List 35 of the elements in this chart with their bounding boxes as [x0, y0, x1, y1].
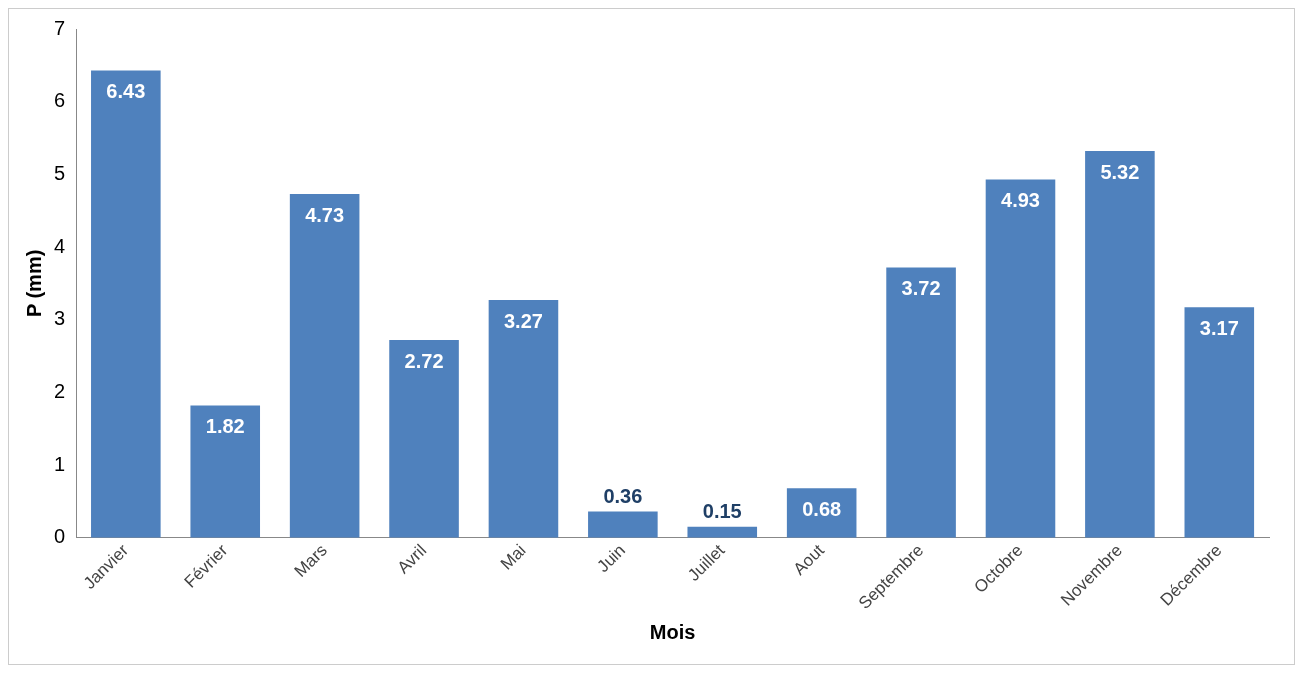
y-tick-label: 6: [54, 89, 66, 112]
data-label: 0.15: [702, 500, 742, 523]
data-label: 3.17: [1199, 316, 1239, 339]
data-label: 4.93: [1001, 188, 1040, 211]
bar: [985, 179, 1056, 538]
y-tick-label: 2: [54, 379, 66, 402]
data-label: 3.27: [503, 309, 543, 332]
data-label: 3.72: [901, 276, 941, 299]
y-tick-label: 4: [54, 234, 66, 257]
y-axis-title: P (mm): [22, 249, 45, 318]
x-axis-title: Mois: [649, 620, 696, 643]
bar: [289, 193, 360, 538]
data-label: 2.72: [404, 349, 444, 372]
bar: [687, 526, 758, 538]
bar: [488, 300, 559, 538]
data-label: 6.43: [106, 79, 146, 102]
bar: [91, 70, 161, 538]
bar: [1085, 151, 1155, 538]
data-label: 4.73: [305, 203, 345, 226]
x-tick-label: Juin: [593, 540, 629, 577]
data-label: 1.82: [205, 415, 245, 438]
bar: [588, 511, 658, 538]
y-tick-label: 0: [54, 525, 66, 548]
bar: [886, 267, 956, 538]
bar: [1184, 307, 1255, 538]
bar: [389, 340, 459, 538]
data-label: 5.32: [1100, 160, 1140, 183]
x-tick-label: Mai: [496, 540, 530, 574]
y-tick-label: 7: [54, 16, 66, 39]
y-tick-label: 3: [54, 307, 66, 330]
data-label: 0.68: [802, 497, 842, 520]
y-tick-label: 5: [54, 161, 66, 184]
bar: [190, 405, 261, 538]
y-tick-label: 1: [54, 452, 66, 475]
data-label: 0.36: [603, 485, 643, 508]
